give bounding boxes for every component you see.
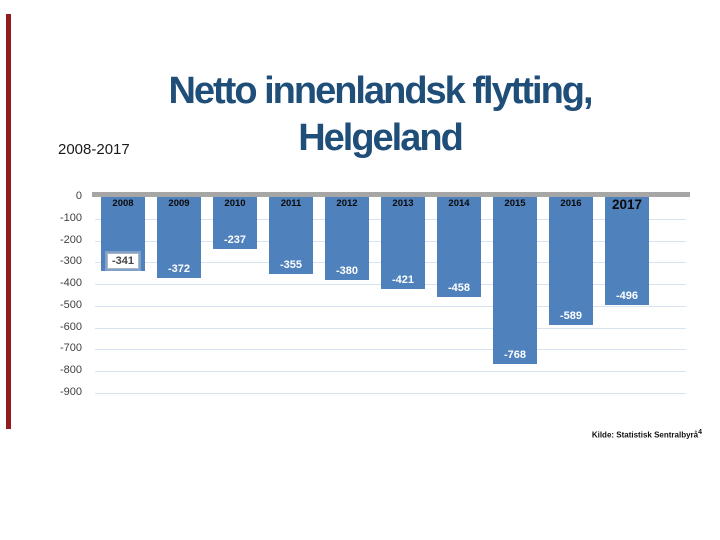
- y-axis-tick-label: -600: [59, 320, 82, 333]
- bar-category-label: 2014: [448, 198, 470, 209]
- slide-title: Netto innenlandsk flytting, Helgeland: [105, 68, 655, 162]
- bar-2010[interactable]: 2010 -237: [213, 197, 257, 249]
- bar-data-label: -496: [615, 290, 639, 302]
- gridline: [95, 305, 686, 307]
- title-line-2: Helgeland: [298, 117, 464, 160]
- bar-data-label: -372: [167, 263, 191, 275]
- y-axis-tick-label: -100: [59, 211, 82, 224]
- bar-2008[interactable]: 2008 -341: [101, 197, 145, 272]
- bar-category-label: 2016: [560, 198, 582, 209]
- bar-2014[interactable]: 2014 -458: [437, 197, 481, 297]
- selected-data-label[interactable]: -341: [106, 253, 140, 270]
- bar-data-label: -355: [279, 259, 303, 272]
- bar-category-label: 2015: [504, 198, 526, 209]
- y-axis-tick-label: -300: [59, 255, 82, 268]
- bar-category-label: 2012: [336, 198, 358, 209]
- slide-page-number: 4: [698, 429, 702, 436]
- bar-2013[interactable]: 2013 -421: [381, 197, 425, 289]
- bar-category-label: 2010: [224, 198, 246, 209]
- plot-area[interactable]: 2008 -341 2009 -372 2010 -237 2011 -355 2012 -380…: [92, 192, 690, 394]
- gridline: [95, 371, 686, 373]
- bar-data-label: -380: [335, 264, 359, 277]
- title-line-1: Netto innenlandsk flytting,: [168, 70, 593, 112]
- y-axis-tick-label: -700: [59, 342, 82, 355]
- bar-data-label: -768: [503, 349, 527, 362]
- left-accent-stripe: [6, 14, 11, 429]
- bar-2017[interactable]: 2017 -496: [605, 197, 649, 305]
- bar-2016[interactable]: 2016 -589: [549, 197, 593, 326]
- gridline: [95, 327, 686, 329]
- bar-2012[interactable]: 2012 -380: [325, 197, 369, 280]
- date-range-label: 2008-2017: [58, 141, 130, 158]
- y-axis-tick-label: 0: [75, 190, 82, 202]
- bar-data-label: -421: [391, 273, 415, 286]
- bar-category-label: 2013: [392, 198, 414, 209]
- bar-chart[interactable]: 2008 -341 2009 -372 2010 -237 2011 -355 2012 -380…: [0, 185, 720, 415]
- bar-2011[interactable]: 2011 -355: [269, 197, 313, 275]
- zero-axis-line: [92, 192, 690, 197]
- source-footer: Kilde: Statistisk Sentralbyrå4: [482, 429, 702, 440]
- bar-category-label: 2009: [168, 198, 190, 209]
- y-axis-tick-label: -200: [59, 233, 82, 246]
- bar-data-label: -237: [223, 233, 247, 246]
- bar-data-label: -458: [447, 281, 471, 294]
- bar-data-label: -589: [559, 310, 583, 323]
- source-text: Kilde: Statistisk Sentralbyrå: [591, 430, 699, 440]
- bar-category-label: 2008: [112, 198, 134, 209]
- bar-2015[interactable]: 2015 -768: [493, 197, 537, 365]
- gridline: [95, 349, 686, 351]
- y-axis-tick-label: -400: [59, 277, 82, 290]
- bar-category-label: 2017: [611, 197, 643, 212]
- gridline: [95, 393, 686, 394]
- bar-2009[interactable]: 2009 -372: [157, 197, 201, 278]
- bar-category-label: 2011: [280, 198, 302, 209]
- y-axis-tick-label: -500: [59, 298, 82, 311]
- y-axis-tick-label: -800: [59, 364, 82, 377]
- y-axis-tick-label: -900: [59, 386, 82, 398]
